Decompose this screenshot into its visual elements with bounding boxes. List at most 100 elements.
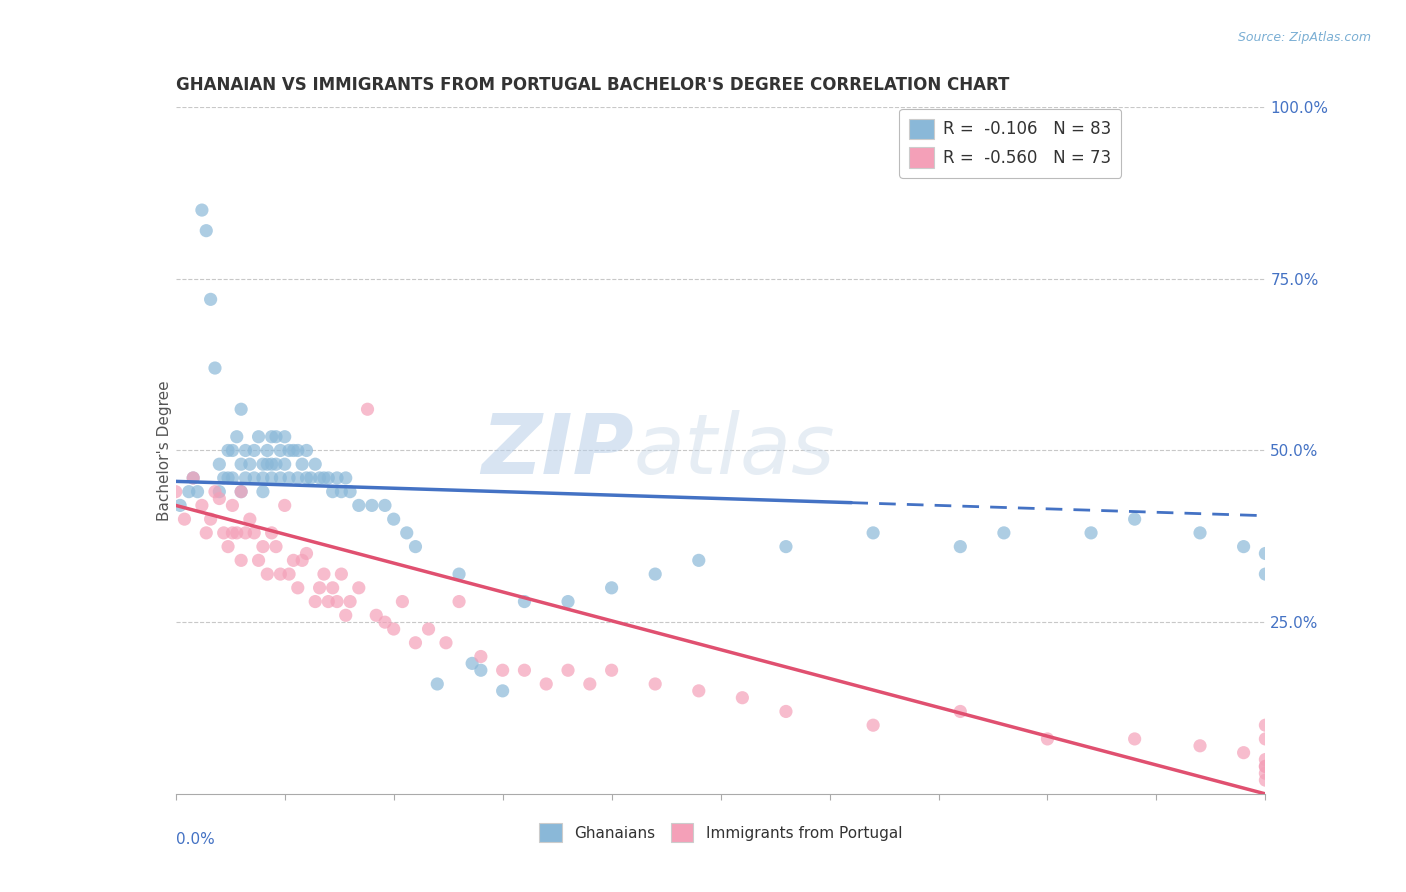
Point — [264, 540, 287, 554]
Point — [287, 443, 309, 458]
Point — [252, 457, 274, 471]
Point — [200, 512, 222, 526]
Point — [217, 540, 239, 554]
Point — [231, 553, 253, 567]
Point — [195, 224, 218, 238]
Point — [347, 581, 370, 595]
Point — [318, 594, 340, 608]
Point — [221, 499, 243, 513]
Text: atlas: atlas — [633, 410, 835, 491]
Point — [283, 553, 305, 567]
Point — [492, 663, 515, 677]
Point — [291, 457, 314, 471]
Point — [418, 622, 440, 636]
Point — [217, 443, 239, 458]
Point — [993, 525, 1015, 540]
Point — [204, 484, 226, 499]
Point — [239, 512, 262, 526]
Point — [557, 663, 579, 677]
Point — [356, 402, 378, 417]
Point — [312, 471, 335, 485]
Point — [318, 471, 340, 485]
Point — [299, 471, 322, 485]
Point — [191, 499, 214, 513]
Point — [1036, 731, 1059, 746]
Point — [308, 471, 330, 485]
Point — [269, 471, 291, 485]
Point — [688, 683, 710, 698]
Point — [208, 484, 231, 499]
Point — [513, 594, 536, 608]
Point — [235, 471, 257, 485]
Point — [335, 471, 357, 485]
Point — [513, 663, 536, 677]
Point — [239, 457, 262, 471]
Point — [335, 608, 357, 623]
Point — [949, 540, 972, 554]
Point — [1254, 718, 1277, 732]
Point — [447, 567, 470, 582]
Point — [217, 471, 239, 485]
Point — [1254, 759, 1277, 773]
Point — [264, 430, 287, 444]
Point — [221, 471, 243, 485]
Point — [231, 484, 253, 499]
Y-axis label: Bachelor's Degree: Bachelor's Degree — [157, 380, 172, 521]
Point — [304, 457, 326, 471]
Point — [231, 457, 253, 471]
Point — [256, 457, 278, 471]
Point — [264, 457, 287, 471]
Point — [260, 430, 283, 444]
Point — [204, 361, 226, 376]
Point — [1189, 739, 1212, 753]
Point — [260, 525, 283, 540]
Point — [278, 471, 301, 485]
Point — [186, 484, 209, 499]
Point — [221, 443, 243, 458]
Point — [382, 622, 405, 636]
Point — [256, 443, 278, 458]
Point — [225, 525, 247, 540]
Point — [243, 471, 266, 485]
Point — [374, 615, 396, 630]
Point — [775, 705, 797, 719]
Point — [1254, 731, 1277, 746]
Point — [308, 581, 330, 595]
Point — [212, 471, 235, 485]
Point — [339, 484, 361, 499]
Point — [366, 608, 388, 623]
Legend: Ghanaians, Immigrants from Portugal: Ghanaians, Immigrants from Portugal — [533, 817, 908, 848]
Point — [295, 443, 318, 458]
Point — [330, 484, 353, 499]
Point — [252, 484, 274, 499]
Point — [1232, 746, 1256, 760]
Point — [221, 525, 243, 540]
Point — [405, 636, 427, 650]
Text: Source: ZipAtlas.com: Source: ZipAtlas.com — [1237, 31, 1371, 45]
Point — [1123, 731, 1146, 746]
Point — [447, 594, 470, 608]
Point — [1123, 512, 1146, 526]
Point — [295, 471, 318, 485]
Point — [405, 540, 427, 554]
Point — [949, 705, 972, 719]
Text: GHANAIAN VS IMMIGRANTS FROM PORTUGAL BACHELOR'S DEGREE CORRELATION CHART: GHANAIAN VS IMMIGRANTS FROM PORTUGAL BAC… — [176, 77, 1010, 95]
Point — [470, 649, 492, 664]
Point — [1254, 567, 1277, 582]
Point — [326, 594, 349, 608]
Point — [322, 484, 344, 499]
Point — [312, 567, 335, 582]
Point — [395, 525, 418, 540]
Point — [256, 567, 278, 582]
Point — [177, 484, 200, 499]
Point — [1254, 753, 1277, 767]
Point — [200, 293, 222, 307]
Point — [1254, 546, 1277, 561]
Point — [291, 553, 314, 567]
Point — [208, 457, 231, 471]
Text: ZIP: ZIP — [481, 410, 633, 491]
Point — [231, 484, 253, 499]
Point — [347, 499, 370, 513]
Point — [212, 525, 235, 540]
Point — [235, 443, 257, 458]
